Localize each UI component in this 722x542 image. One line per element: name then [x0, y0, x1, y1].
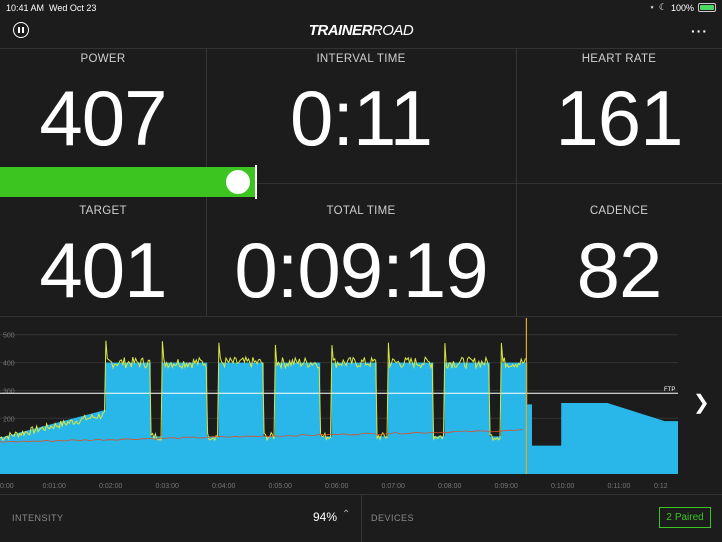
power-target-marker: [255, 165, 257, 199]
ftp-label: FTP: [664, 387, 675, 393]
y-tick-label: 400: [3, 361, 15, 368]
target-label: TARGET: [79, 205, 127, 217]
x-tick-label: 0:02:00: [99, 483, 122, 490]
total-time-value: 0:09:19: [234, 226, 488, 314]
power-trace: [0, 340, 526, 442]
status-time: 10:41 AM Wed Oct 23: [6, 3, 97, 13]
x-tick-label: 0:05:00: [269, 483, 292, 490]
intensity-value[interactable]: 94%: [313, 510, 338, 524]
cadence-label: CADENCE: [589, 205, 649, 217]
status-bar: 10:41 AM Wed Oct 23 ⋆ ☾ 100%: [0, 0, 722, 16]
cadence-value: 82: [576, 226, 663, 314]
target-metric: TARGET 401: [0, 205, 206, 309]
chevron-up-icon[interactable]: ⌃: [342, 509, 351, 520]
power-target-knob: [226, 170, 250, 194]
divider: [0, 48, 722, 49]
x-tick-label: 0:03:00: [156, 483, 179, 490]
power-label: POWER: [80, 53, 126, 65]
total-time-label: TOTAL TIME: [326, 205, 396, 217]
interval-time-metric: INTERVAL TIME 0:11: [206, 53, 516, 157]
top-bar: TRAINERROAD ···: [0, 16, 722, 46]
divider: [516, 48, 517, 316]
moon-icon: ☾: [658, 2, 667, 12]
x-tick-label: 0:00: [0, 483, 14, 490]
pause-button[interactable]: [13, 22, 29, 38]
y-tick-label: 200: [3, 416, 15, 423]
cadence-metric: CADENCE 82: [516, 205, 722, 309]
target-value: 401: [39, 226, 167, 314]
heart-rate-metric: HEART RATE 161: [516, 53, 722, 157]
power-metric: POWER 407: [0, 53, 206, 157]
x-tick-label: 0:07:00: [382, 483, 405, 490]
x-tick-label: 0:10:00: [551, 483, 574, 490]
app-logo: TRAINERROAD: [308, 22, 414, 39]
battery-percent: 100%: [670, 2, 694, 13]
divider: [0, 316, 722, 317]
status-right: ⋆ ☾ 100%: [649, 2, 716, 13]
workout-chart[interactable]: 500 400 300 200 FTP 0:00 0:01:00 0:02:00 0:03:00…: [0, 318, 682, 492]
divider: [206, 183, 722, 184]
x-tick-label: 0:09:00: [495, 483, 518, 490]
x-tick-label: 0:01:00: [43, 483, 66, 490]
paired-label: Paired: [674, 512, 704, 523]
paired-count: 2: [666, 512, 672, 523]
power-value: 407: [39, 74, 167, 162]
footer: INTENSITY 94% ⌃ DEVICES 2 Paired: [0, 494, 722, 542]
interval-time-label: INTERVAL TIME: [316, 53, 406, 65]
paired-devices-button[interactable]: 2 Paired: [659, 507, 711, 528]
intensity-label: INTENSITY: [12, 513, 64, 523]
target-power-area: [0, 362, 678, 474]
heart-rate-value: 161: [555, 74, 683, 162]
x-tick-label: 0:06:00: [325, 483, 348, 490]
x-tick-label: 0:12: [654, 483, 668, 490]
more-options-icon[interactable]: ···: [691, 23, 708, 39]
y-tick-label: 500: [3, 333, 15, 340]
total-time-metric: TOTAL TIME 0:09:19: [206, 205, 516, 309]
x-tick-label: 0:11:00: [608, 483, 631, 490]
divider: [361, 495, 362, 542]
wifi-icon: ⋆: [649, 2, 655, 12]
y-tick-label: 300: [3, 388, 15, 395]
x-tick-label: 0:08:00: [438, 483, 461, 490]
power-target-bar: [0, 167, 256, 197]
chevron-right-icon[interactable]: ❯: [693, 392, 710, 414]
interval-time-value: 0:11: [289, 74, 433, 162]
heart-rate-label: HEART RATE: [581, 53, 657, 65]
x-tick-label: 0:04:00: [212, 483, 235, 490]
battery-icon: [698, 3, 716, 12]
devices-label: DEVICES: [371, 513, 415, 523]
heart-rate-trace: [0, 429, 523, 443]
